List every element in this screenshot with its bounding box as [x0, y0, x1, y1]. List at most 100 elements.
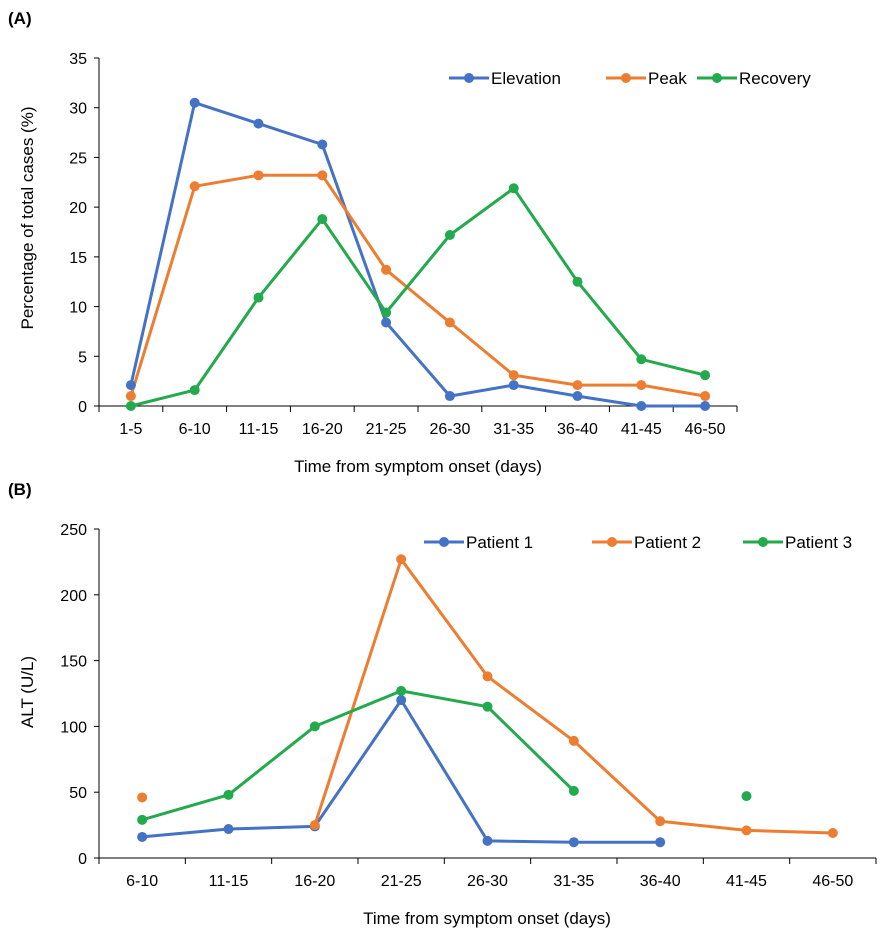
x-tick-label: 16-20: [302, 421, 343, 438]
data-point-patient-3: [223, 789, 234, 800]
data-point-patient-2: [309, 820, 320, 831]
data-point-patient-2: [396, 554, 407, 565]
panel-a-label: (A): [8, 9, 32, 28]
legend-swatch-marker: [621, 73, 631, 83]
x-tick-label: 26-30: [467, 873, 508, 890]
y-tick-label: 35: [69, 51, 87, 68]
x-tick-label: 1-5: [119, 421, 142, 438]
y-tick-label: 0: [78, 851, 87, 868]
data-point-patient-3: [396, 685, 407, 696]
data-point-recovery: [317, 214, 328, 225]
series-line-patient-3: [141, 689, 575, 822]
data-point-elevation: [508, 380, 519, 391]
y-tick-label: 100: [60, 719, 87, 736]
legend-swatch-marker: [712, 73, 722, 83]
legend-swatch-marker: [439, 537, 449, 547]
x-tick-label: 11-15: [239, 421, 279, 438]
panel-a-chart: (A) Percentage of total cases (%) Time f…: [8, 9, 811, 476]
legend-label: Elevation: [491, 69, 561, 88]
data-point-peak: [381, 264, 392, 275]
data-point-elevation: [317, 139, 328, 150]
x-tick-label: 6-10: [126, 873, 158, 890]
data-point-elevation: [381, 317, 392, 328]
series-line-peak: [129, 173, 706, 398]
data-point-elevation: [572, 391, 583, 402]
data-point-patient-2: [741, 825, 752, 836]
panel-b-x-axis-title: Time from symptom onset (days): [363, 909, 611, 928]
data-point-elevation: [444, 391, 455, 402]
data-point-patient-3: [568, 785, 579, 796]
data-point-peak: [636, 380, 647, 391]
data-point-peak: [253, 170, 264, 181]
x-tick-label: 26-30: [429, 421, 470, 438]
y-tick-label: 15: [69, 250, 87, 267]
data-point-patient-1: [396, 695, 407, 706]
y-tick-label: 0: [78, 399, 87, 416]
x-tick-label: 16-20: [294, 873, 335, 890]
data-point-patient-1: [223, 824, 234, 835]
legend-label: Patient 1: [466, 533, 533, 552]
x-tick-label: 31-35: [553, 873, 594, 890]
data-point-recovery: [253, 292, 264, 303]
data-point-peak: [572, 380, 583, 391]
data-point-peak: [189, 181, 200, 192]
data-point-peak: [317, 170, 328, 181]
x-tick-label: 31-35: [493, 421, 534, 438]
panel-a-x-axis-title: Time from symptom onset (days): [294, 457, 542, 476]
y-tick-label: 200: [60, 588, 87, 605]
y-tick-label: 20: [69, 200, 87, 217]
legend-swatch-marker: [607, 537, 617, 547]
x-tick-label: 6-10: [179, 421, 211, 438]
data-point-elevation: [700, 401, 711, 411]
y-tick-label: 50: [69, 785, 87, 802]
data-point-patient-2: [482, 671, 493, 682]
x-tick-label: 46-50: [812, 873, 853, 890]
x-tick-label: 21-25: [381, 873, 422, 890]
data-point-recovery: [572, 276, 583, 287]
data-point-patient-2: [137, 792, 148, 803]
legend-swatch-marker: [464, 73, 474, 83]
data-point-peak: [125, 391, 136, 402]
x-tick-label: 41-45: [621, 421, 662, 438]
x-tick-label: 46-50: [685, 421, 726, 438]
data-point-patient-1: [568, 837, 579, 848]
data-point-recovery: [125, 401, 136, 411]
y-tick-label: 250: [60, 522, 87, 539]
series-line-recovery: [130, 186, 706, 408]
series-line-patient-1: [142, 698, 661, 844]
x-tick-label: 36-40: [640, 873, 681, 890]
data-point-recovery: [189, 385, 200, 396]
legend-label: Recovery: [739, 69, 811, 88]
x-tick-label: 41-45: [726, 873, 767, 890]
series-line-elevation: [129, 101, 706, 408]
legend-label: Patient 2: [634, 533, 701, 552]
data-point-patient-1: [137, 831, 148, 842]
data-point-patient-2: [655, 816, 666, 827]
y-tick-label: 150: [60, 654, 87, 671]
data-point-patient-3: [137, 814, 148, 825]
data-point-elevation: [253, 118, 264, 129]
x-tick-label: 36-40: [557, 421, 598, 438]
panel-b-chart: (B) ALT (U/L) Time from symptom onset (d…: [8, 480, 877, 928]
panel-a-legend: Elevation Peak Recovery: [449, 69, 811, 88]
data-point-elevation: [125, 380, 136, 391]
data-point-patient-1: [482, 835, 493, 846]
data-point-patient-3: [482, 701, 493, 712]
legend-label: Peak: [648, 69, 687, 88]
x-tick-label: 11-15: [209, 873, 249, 890]
data-point-recovery: [636, 354, 647, 365]
data-point-peak: [508, 370, 519, 381]
data-point-recovery: [381, 307, 392, 318]
y-tick-label: 10: [69, 300, 87, 317]
y-tick-label: 25: [69, 150, 87, 167]
data-point-patient-3: [741, 791, 752, 802]
data-point-elevation: [636, 401, 647, 411]
data-point-recovery: [508, 183, 519, 194]
data-point-elevation: [189, 97, 200, 108]
panel-b-y-axis-title: ALT (U/L): [18, 656, 37, 728]
data-point-peak: [444, 317, 455, 328]
data-point-peak: [700, 391, 711, 402]
data-point-patient-1: [655, 837, 666, 848]
